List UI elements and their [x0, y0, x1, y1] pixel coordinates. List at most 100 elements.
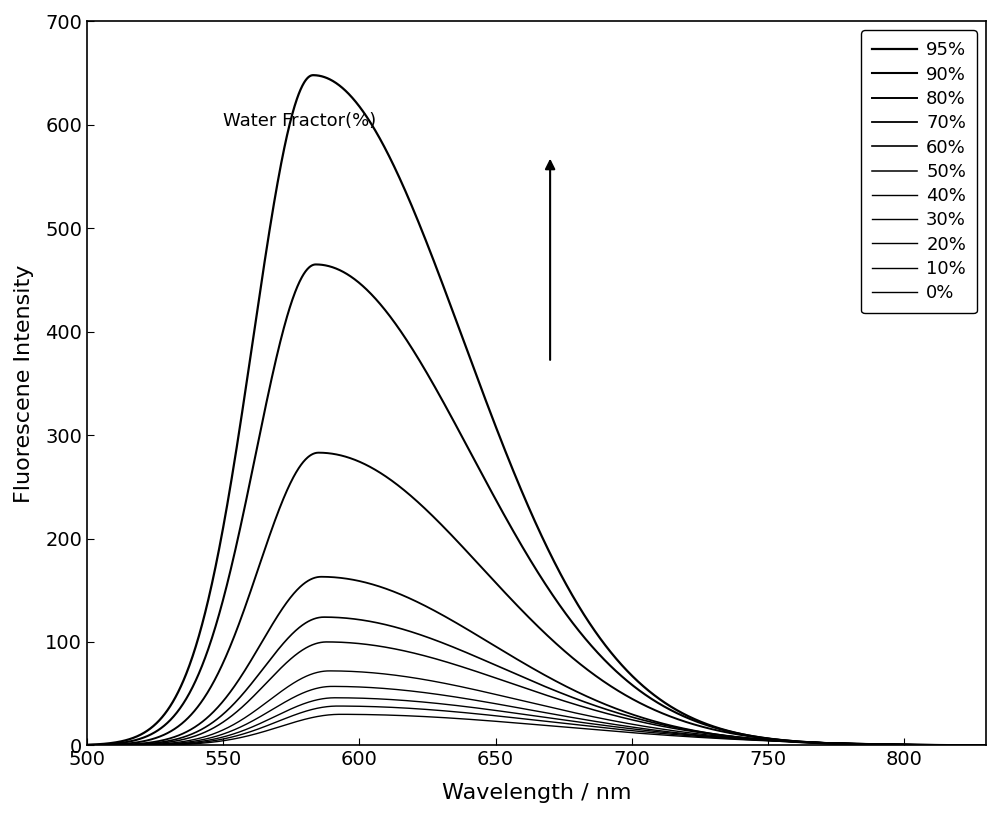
10%	[980, 740, 992, 750]
Line: 80%: 80%	[87, 453, 986, 745]
50%	[519, 683, 531, 693]
Line: 0%: 0%	[87, 714, 986, 745]
60%	[495, 663, 507, 672]
20%	[81, 740, 93, 750]
40%	[323, 666, 335, 676]
90%	[495, 504, 507, 514]
Line: 60%: 60%	[87, 617, 986, 745]
60%	[127, 739, 139, 749]
95%	[980, 740, 992, 750]
30%	[326, 681, 338, 691]
70%	[81, 740, 93, 750]
30%	[954, 740, 966, 750]
80%	[81, 740, 93, 750]
50%	[81, 740, 93, 750]
0%	[495, 717, 507, 726]
50%	[495, 675, 507, 685]
40%	[789, 737, 801, 747]
50%	[954, 740, 966, 750]
50%	[127, 740, 139, 750]
90%	[954, 740, 966, 750]
40%	[81, 740, 93, 750]
50%	[980, 740, 992, 750]
70%	[954, 740, 966, 750]
90%	[81, 740, 93, 750]
90%	[127, 736, 139, 746]
0%	[954, 740, 966, 750]
70%	[315, 572, 327, 582]
90%	[519, 546, 531, 556]
0%	[127, 740, 139, 750]
Line: 30%: 30%	[87, 686, 986, 745]
20%	[519, 709, 531, 719]
30%	[789, 737, 801, 747]
90%	[789, 736, 801, 746]
30%	[980, 740, 992, 750]
70%	[519, 659, 531, 668]
20%	[954, 740, 966, 750]
70%	[954, 740, 966, 750]
95%	[789, 737, 801, 747]
90%	[310, 260, 322, 270]
95%	[954, 740, 966, 750]
95%	[127, 733, 139, 743]
95%	[954, 740, 966, 750]
60%	[789, 737, 801, 747]
80%	[789, 736, 801, 746]
20%	[954, 740, 966, 750]
70%	[495, 645, 507, 654]
60%	[81, 740, 93, 750]
10%	[495, 712, 507, 721]
60%	[519, 673, 531, 683]
Line: 50%: 50%	[87, 642, 986, 745]
Line: 95%: 95%	[87, 75, 986, 745]
80%	[495, 583, 507, 593]
70%	[980, 740, 992, 750]
20%	[495, 706, 507, 716]
30%	[495, 699, 507, 709]
50%	[321, 637, 333, 647]
80%	[313, 448, 325, 458]
10%	[954, 740, 966, 750]
20%	[127, 740, 139, 750]
Text: Water Fractor(%): Water Fractor(%)	[223, 112, 376, 130]
0%	[954, 740, 966, 750]
10%	[81, 740, 93, 750]
80%	[954, 740, 966, 750]
10%	[789, 737, 801, 747]
30%	[954, 740, 966, 750]
70%	[789, 737, 801, 747]
20%	[980, 740, 992, 750]
40%	[495, 690, 507, 700]
Line: 90%: 90%	[87, 265, 986, 745]
60%	[980, 740, 992, 750]
20%	[789, 737, 801, 747]
30%	[127, 740, 139, 750]
0%	[789, 737, 801, 747]
Legend: 95%, 90%, 80%, 70%, 60%, 50%, 40%, 30%, 20%, 10%, 0%: 95%, 90%, 80%, 70%, 60%, 50%, 40%, 30%, …	[861, 30, 977, 313]
0%	[81, 740, 93, 750]
60%	[318, 612, 330, 622]
30%	[519, 704, 531, 714]
20%	[329, 693, 341, 703]
40%	[954, 740, 966, 750]
95%	[307, 70, 319, 80]
80%	[980, 740, 992, 750]
80%	[954, 740, 966, 750]
40%	[127, 740, 139, 750]
80%	[519, 608, 531, 618]
Line: 40%: 40%	[87, 671, 986, 745]
40%	[980, 740, 992, 750]
10%	[332, 701, 344, 711]
80%	[127, 738, 139, 748]
95%	[81, 740, 93, 750]
40%	[954, 740, 966, 750]
40%	[519, 696, 531, 706]
0%	[335, 709, 347, 719]
50%	[954, 740, 966, 750]
70%	[127, 739, 139, 749]
95%	[495, 435, 507, 444]
0%	[980, 740, 992, 750]
60%	[954, 740, 966, 750]
90%	[980, 740, 992, 750]
